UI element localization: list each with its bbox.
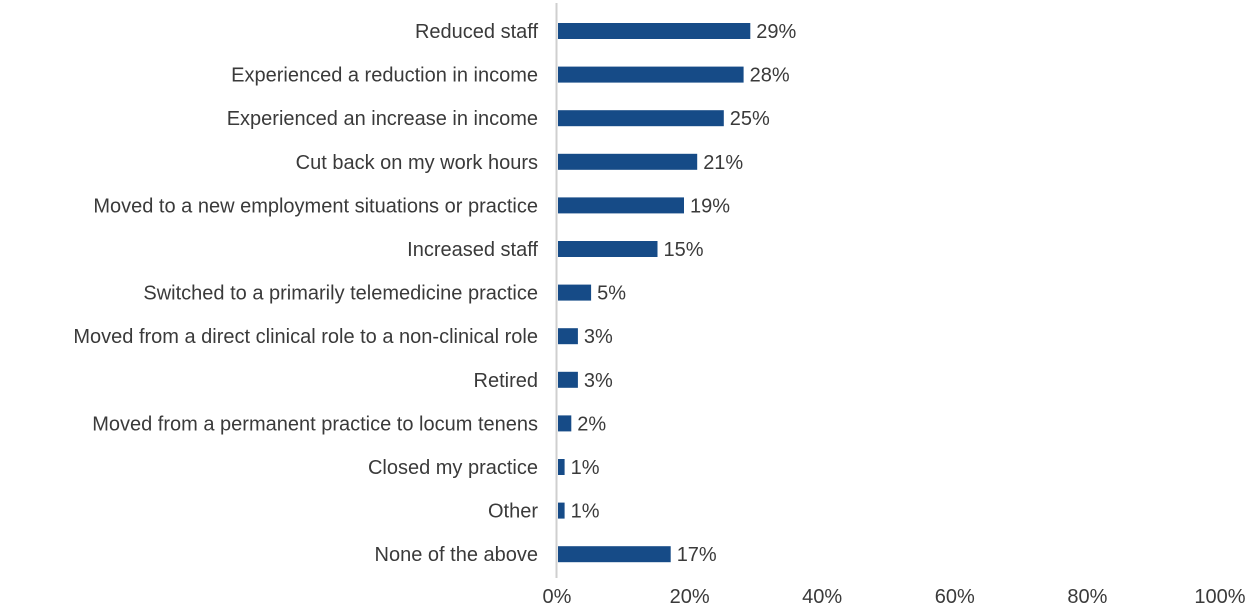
data-label: 15% [664, 239, 704, 261]
bar-12 [558, 546, 671, 563]
data-label: 28% [750, 65, 790, 87]
ticks-layer: 0% 20% 40% 60% 80% 100% [543, 586, 1246, 608]
bar-1 [558, 66, 744, 83]
x-tick-label: 40% [802, 586, 842, 608]
bar-6 [558, 284, 592, 301]
x-tick-label: 60% [935, 586, 975, 608]
data-label: 2% [577, 413, 606, 435]
data-label: 21% [703, 152, 743, 174]
bar-3 [558, 153, 698, 170]
category-label: Other [488, 501, 538, 523]
bar-9 [558, 415, 572, 432]
category-label: Switched to a primarily telemedicine pra… [143, 283, 538, 305]
x-tick-label: 20% [670, 586, 710, 608]
category-label: Moved from a direct clinical role to a n… [73, 326, 538, 348]
x-tick-label: 0% [543, 586, 572, 608]
data-label: 1% [571, 457, 600, 479]
category-label: Experienced an increase in income [227, 108, 538, 130]
data-label: 1% [571, 501, 600, 523]
data-label: 19% [690, 195, 730, 217]
bars-layer [558, 23, 751, 563]
bar-7 [558, 328, 578, 345]
bar-10 [558, 459, 565, 475]
category-label: Closed my practice [368, 457, 538, 479]
category-label: Moved from a permanent practice to locum… [92, 413, 538, 435]
data-label: 29% [756, 21, 796, 43]
data-label: 5% [597, 283, 626, 305]
category-label: Increased staff [407, 239, 538, 261]
bar-11 [558, 502, 565, 519]
category-label: None of the above [375, 544, 538, 566]
bar-0 [558, 23, 751, 39]
x-tick-label: 100% [1194, 586, 1245, 608]
bar-4 [558, 197, 684, 214]
data-label: 25% [730, 108, 770, 130]
data-label: 3% [584, 370, 613, 392]
x-tick-label: 80% [1067, 586, 1107, 608]
data-label: 3% [584, 326, 613, 348]
category-label: Cut back on my work hours [296, 152, 538, 174]
bar-5 [558, 241, 658, 257]
data-label: 17% [677, 544, 717, 566]
bar-2 [558, 110, 724, 127]
category-label: Moved to a new employment situations or … [93, 195, 538, 217]
bar-8 [558, 371, 578, 388]
category-label: Reduced staff [415, 21, 538, 43]
category-label: Experienced a reduction in income [231, 65, 538, 87]
category-label: Retired [474, 370, 538, 392]
labels-layer: Reduced staff 29% Experienced a reduction … [73, 21, 796, 566]
